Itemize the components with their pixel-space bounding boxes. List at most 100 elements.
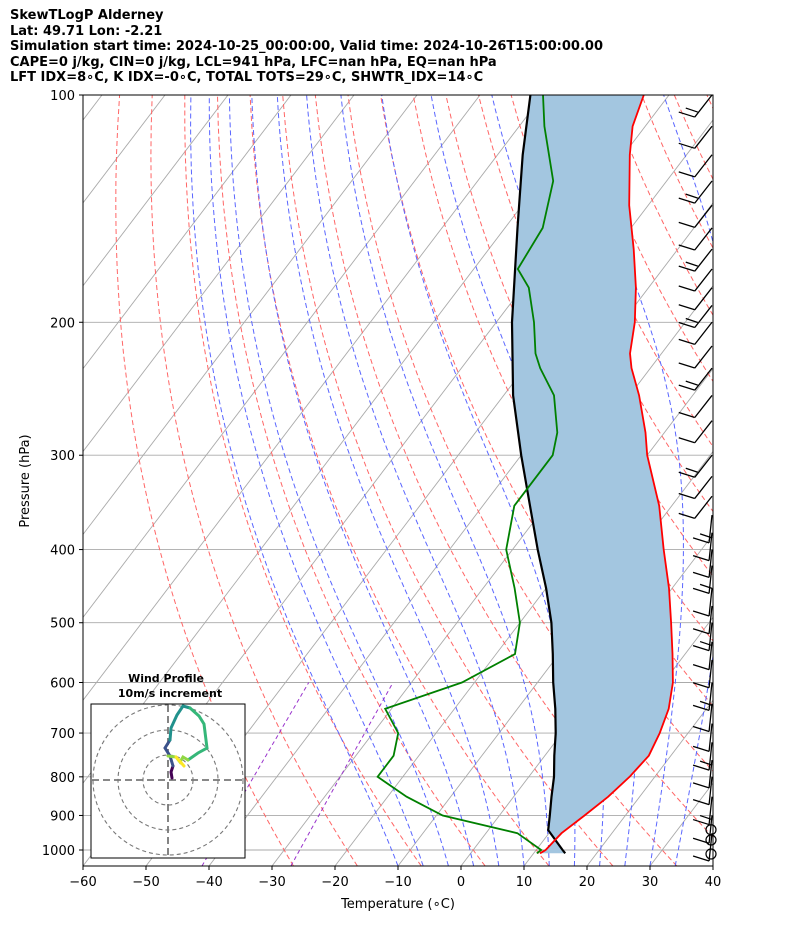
moist-adiabat-line (340, 95, 550, 866)
wind-barb (692, 776, 713, 806)
cin-shaded-area (512, 95, 673, 854)
hodograph-inset: Wind Profile 10m/s increment (90, 672, 246, 859)
wind-barb (678, 204, 713, 229)
wind-barbs (678, 94, 717, 862)
wind-barb (678, 305, 713, 329)
isotherm-line (83, 95, 229, 287)
wind-barb (678, 420, 713, 444)
hodograph-title: Wind Profile (128, 672, 204, 685)
cape-cin-shading (512, 95, 673, 854)
dry-adiabat-line (184, 95, 422, 866)
wind-barb (692, 759, 713, 789)
moist-adiabat-line (190, 95, 399, 866)
wind-barb (678, 154, 713, 178)
isotherm-line (586, 699, 713, 866)
y-tick-label: 300 (50, 449, 75, 464)
time-line: Simulation start time: 2024-10-25_00:00:… (10, 39, 603, 54)
wind-barb (692, 682, 713, 711)
wind-barb (678, 454, 713, 478)
temperature-line (539, 95, 674, 855)
hodograph-subtitle: 10m/s increment (118, 687, 222, 700)
mixing-ratio-line (290, 682, 394, 866)
dry-adiabat-line (282, 95, 614, 866)
moist-adiabat-line (276, 95, 500, 866)
isotherm-line (83, 95, 355, 453)
hodograph-trace (169, 764, 175, 780)
y-tick-label: 700 (50, 727, 75, 742)
wind-barb (678, 395, 713, 419)
wind-barb (692, 641, 713, 671)
dry-adiabat-line (249, 95, 550, 866)
y-tick-label: 600 (50, 677, 75, 692)
isotherm-line (83, 95, 544, 701)
isotherm-line (83, 95, 481, 619)
calm-wind-circle (705, 824, 717, 836)
x-tick-label: 40 (705, 875, 722, 890)
wind-barb (678, 227, 713, 251)
wind-barb (692, 588, 713, 617)
y-tick-label: 900 (50, 809, 75, 824)
chart-header: SkewTLogP Alderney Lat: 49.71 Lon: -2.21… (10, 8, 603, 86)
dry-adiabat-line (115, 95, 294, 866)
dry-adiabat-line (150, 95, 358, 866)
y-axis-label: Pressure (hPa) (18, 434, 33, 527)
moist-adiabat-line (306, 95, 525, 866)
dry-adiabat-line (706, 95, 713, 110)
y-tick-label: 1000 (42, 844, 75, 859)
dry-adiabat-line (641, 95, 713, 250)
wind-barb (692, 796, 713, 826)
wind-barb (678, 495, 713, 519)
wind-barb (678, 94, 713, 118)
isotherm-line (83, 95, 103, 121)
wind-barb (678, 180, 713, 204)
isotherm-line (83, 95, 292, 370)
wind-barb (678, 321, 713, 345)
moist-adiabat-line (208, 95, 424, 866)
index-line: LFT IDX=8∘C, K IDX=-0∘C, TOTAL TOTS=29∘C… (10, 70, 484, 85)
x-tick-label: −40 (195, 875, 222, 890)
y-tick-label: 800 (50, 771, 75, 786)
dry-adiabat-line (673, 95, 713, 181)
dewpoint-line (376, 95, 559, 855)
chart-title: SkewTLogP Alderney (10, 8, 164, 23)
isotherm-line (83, 95, 418, 536)
x-tick-label: −30 (258, 875, 285, 890)
wind-barb (678, 475, 713, 500)
profile-lines (376, 95, 674, 855)
dry-adiabat-line (740, 95, 794, 866)
wind-barb (692, 723, 713, 753)
hodograph-trace (186, 706, 209, 762)
x-tick-label: −10 (384, 875, 411, 890)
wind-barb (692, 605, 713, 635)
x-axis-label: Temperature (∘C) (340, 897, 455, 912)
wind-barb (692, 549, 713, 579)
y-tick-label: 500 (50, 617, 75, 632)
isotherm-line (649, 782, 713, 866)
wind-barb (678, 268, 713, 292)
isotherm-line (397, 450, 713, 866)
location-line: Lat: 49.71 Lon: -2.21 (10, 23, 163, 39)
x-tick-label: 20 (579, 875, 596, 890)
cape-line: CAPE=0 j/kg, CIN=0 j/kg, LCL=941 hPa, LF… (10, 54, 497, 70)
wind-barb (678, 367, 713, 391)
moist-adiabat-line (251, 95, 475, 866)
parcel-profile-line (510, 95, 567, 854)
x-tick-label: 10 (516, 875, 533, 890)
x-tick-label: −60 (69, 875, 96, 890)
wind-barb (678, 287, 713, 311)
dry-adiabat-line (217, 95, 486, 866)
moist-adiabat-line (228, 95, 449, 866)
hodograph-trace (163, 738, 175, 768)
dry-adiabat-line (314, 95, 678, 866)
wind-barb (692, 622, 713, 652)
hodograph-trace (168, 704, 192, 742)
calm-wind-circle (705, 848, 717, 860)
isotherm-line (712, 865, 713, 866)
y-tick-label: 100 (50, 89, 75, 104)
wind-barb (692, 565, 713, 595)
x-tick-label: −50 (132, 875, 159, 890)
x-tick-label: −20 (321, 875, 348, 890)
wind-barb (692, 703, 713, 733)
wind-barb (692, 742, 713, 771)
